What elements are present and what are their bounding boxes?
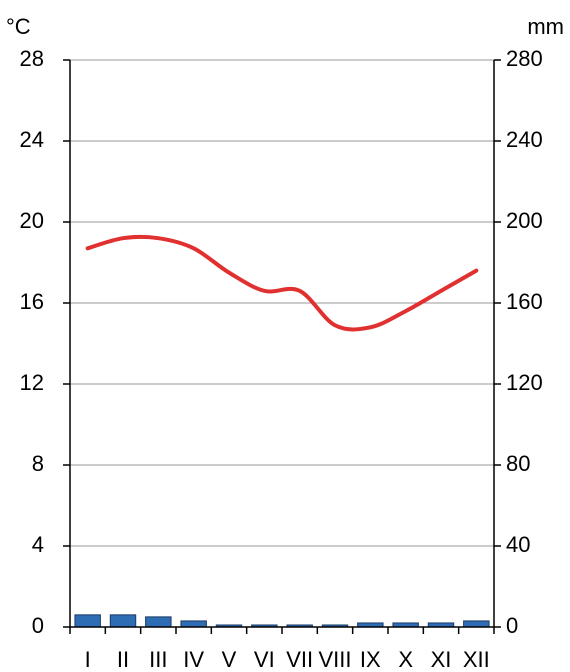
- y-tick-label: 0: [32, 613, 44, 638]
- x-tick-label: XI: [431, 647, 452, 672]
- y-tick-label: 20: [20, 208, 44, 233]
- y2-axis-label: mm: [527, 14, 564, 39]
- bar: [109, 614, 137, 628]
- y2-tick-label: 200: [506, 208, 543, 233]
- x-tick-label: V: [222, 647, 237, 672]
- y-axis-label: °C: [6, 14, 31, 39]
- x-tick-label: X: [398, 647, 413, 672]
- y-tick-label: 12: [20, 370, 44, 395]
- temperature-line: [85, 234, 479, 332]
- bar: [180, 620, 207, 628]
- bar: [463, 620, 490, 628]
- y2-tick-label: 40: [506, 532, 530, 557]
- x-tick-label: VI: [254, 647, 275, 672]
- x-tick-label: III: [149, 647, 167, 672]
- x-tick-label: IX: [360, 647, 381, 672]
- y2-tick-label: 240: [506, 127, 543, 152]
- x-tick-label: VIII: [318, 647, 351, 672]
- y2-tick-label: 120: [506, 370, 543, 395]
- x-tick-label: II: [117, 647, 129, 672]
- x-tick-label: IV: [183, 647, 204, 672]
- x-tick-label: VII: [286, 647, 313, 672]
- y2-tick-label: 0: [506, 613, 518, 638]
- bar: [145, 616, 172, 628]
- y-tick-label: 24: [20, 127, 44, 152]
- x-tick-label: I: [85, 647, 91, 672]
- x-tick-label: XII: [463, 647, 490, 672]
- y2-tick-label: 280: [506, 46, 543, 71]
- y-tick-label: 8: [32, 451, 44, 476]
- y-tick-label: 16: [20, 289, 44, 314]
- y-tick-label: 4: [32, 532, 44, 557]
- y2-tick-label: 80: [506, 451, 530, 476]
- y2-tick-label: 160: [506, 289, 543, 314]
- y-tick-label: 28: [20, 46, 44, 71]
- bar: [74, 614, 101, 628]
